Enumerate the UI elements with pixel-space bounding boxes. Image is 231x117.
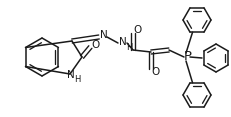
Text: N: N xyxy=(67,70,75,80)
Text: O: O xyxy=(151,67,159,77)
Text: N: N xyxy=(119,37,127,47)
Text: H: H xyxy=(126,42,132,51)
Text: O: O xyxy=(133,25,141,35)
Text: N: N xyxy=(100,30,108,40)
Text: O: O xyxy=(91,40,100,50)
Text: P: P xyxy=(184,51,192,64)
Text: H: H xyxy=(74,75,80,84)
